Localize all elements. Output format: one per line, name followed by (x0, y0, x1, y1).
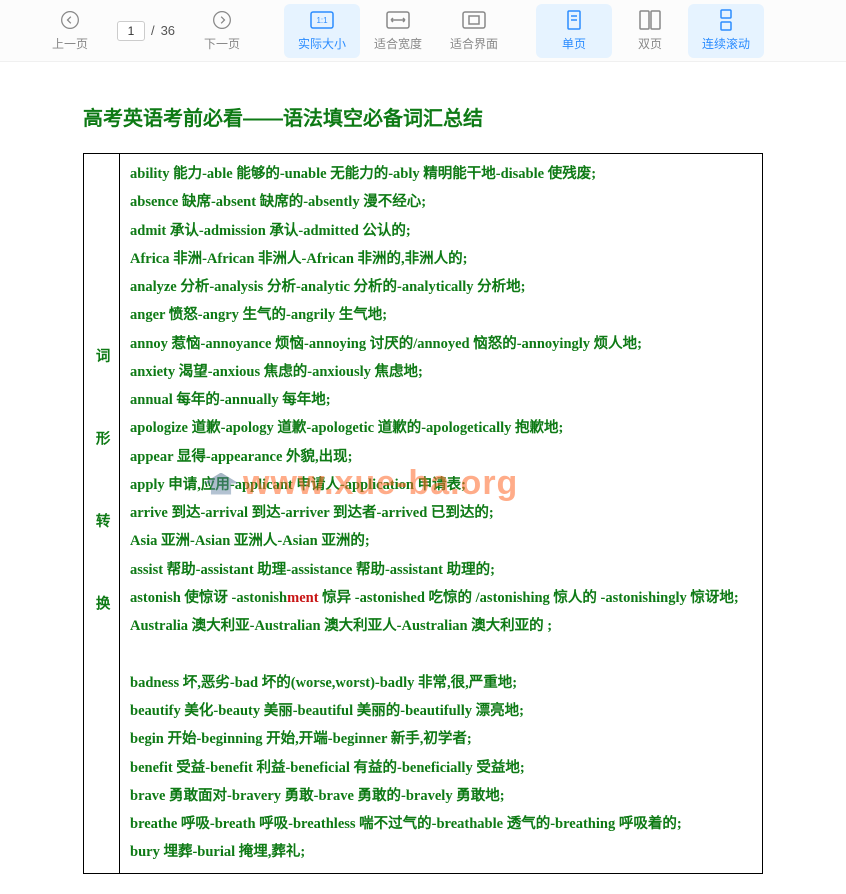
toolbar: 上一页 / 36 下一页 1:1 实际大小 适合宽度 适合界面 (0, 0, 846, 62)
page-current-input[interactable] (117, 21, 145, 41)
next-page-label: 下一页 (204, 35, 240, 52)
doc-title: 高考英语考前必看——语法填空必备词汇总结 (83, 102, 763, 131)
page-viewport: 高考英语考前必看——语法填空必备词汇总结 www.xue-ba.org 词形转换… (0, 62, 846, 894)
single-page-button[interactable]: 单页 (536, 4, 612, 58)
page-indicator: / 36 (108, 4, 184, 58)
vocab-line: analyze 分析-analysis 分析-analytic 分析的-anal… (130, 273, 752, 301)
vocab-line: Australia 澳大利亚-Australian 澳大利亚人-Australi… (130, 612, 752, 640)
vocab-line: anxiety 渴望-anxious 焦虑的-anxiously 焦虑地; (130, 358, 752, 386)
chevron-right-icon (212, 9, 232, 31)
vocab-line: Asia 亚洲-Asian 亚洲人-Asian 亚洲的; (130, 527, 752, 555)
fit-width-icon (386, 9, 410, 31)
double-page-icon (638, 9, 662, 31)
page-sep: / (151, 23, 155, 38)
double-page-label: 双页 (638, 35, 662, 52)
fit-page-label: 适合界面 (450, 35, 498, 52)
vocab-line (130, 641, 752, 669)
chevron-left-icon (60, 9, 80, 31)
document-page: 高考英语考前必看——语法填空必备词汇总结 www.xue-ba.org 词形转换… (43, 102, 803, 894)
vocab-line: astonish 使惊讶 -astonishment 惊异 -astonishe… (130, 584, 752, 612)
vocab-line: beautify 美化-beauty 美丽-beautiful 美丽的-beau… (130, 697, 752, 725)
fit-page-button[interactable]: 适合界面 (436, 4, 512, 58)
prev-page-label: 上一页 (52, 35, 88, 52)
fit-page-icon (462, 9, 486, 31)
vocab-line: brave 勇敢面对-bravery 勇敢-brave 勇敢的-bravely … (130, 782, 752, 810)
fit-width-label: 适合宽度 (374, 35, 422, 52)
table-row: 词形转换 ability 能力-able 能够的-unable 无能力的-abl… (84, 154, 762, 873)
actual-size-button[interactable]: 1:1 实际大小 (284, 4, 360, 58)
next-page-button[interactable]: 下一页 (184, 4, 260, 58)
actual-size-icon: 1:1 (310, 9, 334, 31)
vocab-line: assist 帮助-assistant 助理-assistance 帮助-ass… (130, 556, 752, 584)
vocab-line: annoy 惹恼-annoyance 烦恼-annoying 讨厌的/annoy… (130, 330, 752, 358)
continuous-scroll-icon (717, 9, 735, 31)
vocab-table: 词形转换 ability 能力-able 能够的-unable 无能力的-abl… (83, 153, 763, 874)
vocab-line: admit 承认-admission 承认-admitted 公认的; (130, 217, 752, 245)
single-page-icon (565, 9, 583, 31)
vocab-line: apply 申请,应用-applicant 申请人-application 申请… (130, 471, 752, 499)
single-page-label: 单页 (562, 35, 586, 52)
vocab-line: ability 能力-able 能够的-unable 无能力的-ably 精明能… (130, 160, 752, 188)
vocab-line: Africa 非洲-African 非洲人-African 非洲的,非洲人的; (130, 245, 752, 273)
vocab-line: absence 缺席-absent 缺席的-absently 漫不经心; (130, 188, 752, 216)
vocab-line: annual 每年的-annually 每年地; (130, 386, 752, 414)
vocab-line: apologize 道歉-apology 道歉-apologetic 道歉的-a… (130, 414, 752, 442)
svg-text:1:1: 1:1 (316, 16, 328, 25)
prev-page-button[interactable]: 上一页 (32, 4, 108, 58)
fit-width-button[interactable]: 适合宽度 (360, 4, 436, 58)
vocab-line: benefit 受益-benefit 利益-beneficial 有益的-ben… (130, 754, 752, 782)
vocab-line: bury 埋葬-burial 掩埋,葬礼; (130, 838, 752, 866)
vocab-line: appear 显得-appearance 外貌,出现; (130, 443, 752, 471)
vocab-line: arrive 到达-arrival 到达-arriver 到达者-arrived… (130, 499, 752, 527)
vocab-lines: ability 能力-able 能够的-unable 无能力的-ably 精明能… (120, 154, 762, 873)
double-page-button[interactable]: 双页 (612, 4, 688, 58)
continuous-scroll-label: 连续滚动 (702, 35, 750, 52)
actual-size-label: 实际大小 (298, 35, 346, 52)
vocab-line: badness 坏,恶劣-bad 坏的(worse,worst)-badly 非… (130, 669, 752, 697)
vocab-line: begin 开始-beginning 开始,开端-beginner 新手,初学者… (130, 725, 752, 753)
row-label: 词形转换 (84, 154, 120, 873)
vocab-line: anger 愤怒-angry 生气的-angrily 生气地; (130, 301, 752, 329)
vocab-line: breathe 呼吸-breath 呼吸-breathless 喘不过气的-br… (130, 810, 752, 838)
continuous-scroll-button[interactable]: 连续滚动 (688, 4, 764, 58)
page-total: 36 (161, 23, 175, 38)
